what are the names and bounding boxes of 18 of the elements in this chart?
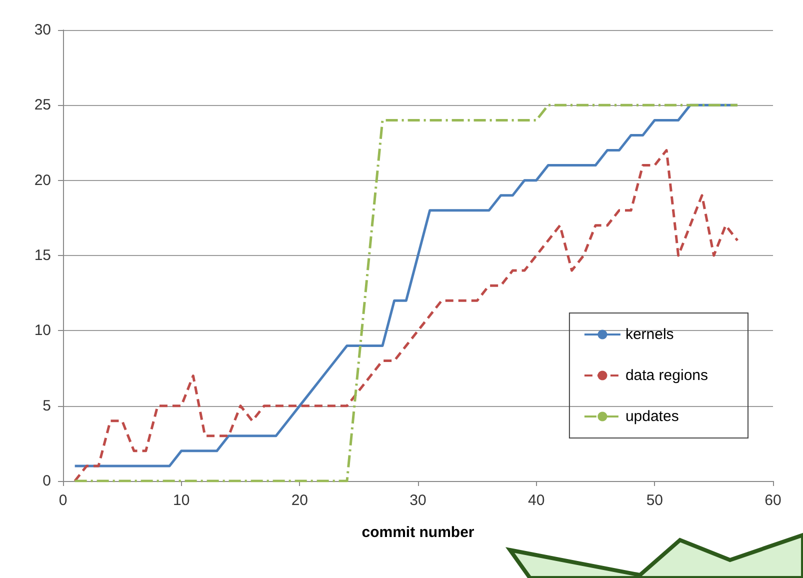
legend-label: kernels bbox=[625, 326, 674, 343]
x-tick-label: 20 bbox=[291, 492, 308, 509]
x-tick-label: 60 bbox=[764, 492, 782, 509]
y-tick-label: 5 bbox=[42, 397, 51, 414]
legend-label: updates bbox=[625, 408, 679, 425]
y-tick-label: 0 bbox=[42, 472, 51, 490]
y-tick-label: 25 bbox=[34, 96, 51, 114]
x-tick-label: 50 bbox=[646, 492, 664, 509]
y-tick-label: 30 bbox=[34, 22, 51, 38]
x-tick-label: 40 bbox=[528, 492, 545, 509]
y-tick-label: 20 bbox=[34, 172, 51, 189]
x-tick-label: 0 bbox=[58, 492, 68, 509]
legend-label: data regions bbox=[625, 367, 708, 384]
x-tick-label: 10 bbox=[172, 492, 190, 509]
y-tick-label: 15 bbox=[34, 247, 51, 264]
y-tick-label: 10 bbox=[34, 322, 51, 340]
x-tick-label: 30 bbox=[410, 492, 426, 509]
x-axis-title: commit number bbox=[362, 524, 474, 541]
